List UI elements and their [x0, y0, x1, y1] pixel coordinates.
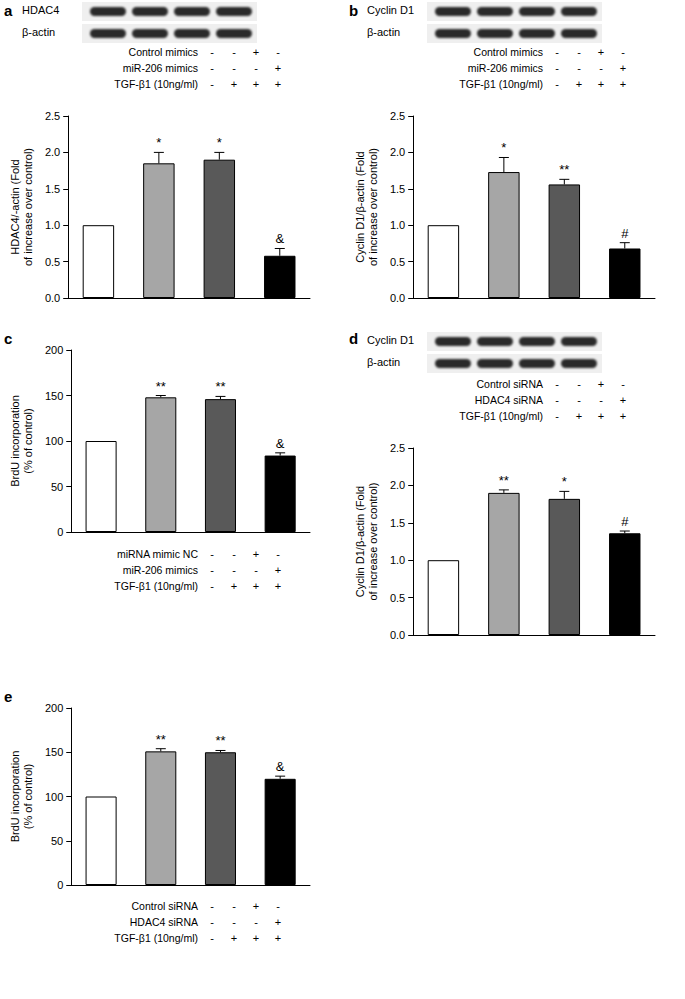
svg-text:50: 50 — [51, 481, 63, 493]
svg-text:2.0: 2.0 — [45, 146, 60, 158]
svg-text:0: 0 — [57, 526, 63, 538]
html-text:TGF-β1 (10ng/ml): TGF-β1 (10ng/ml) — [114, 580, 198, 592]
svg-text:BrdU incorporation: BrdU incorporation — [9, 751, 21, 843]
svg-text:1.0: 1.0 — [390, 219, 405, 231]
svg-text:1.5: 1.5 — [390, 517, 405, 529]
svg-text:&: & — [275, 231, 284, 246]
html-text:miRNA mimic NC: miRNA mimic NC — [116, 548, 198, 560]
html-text:Control siRNA: Control siRNA — [131, 900, 198, 912]
html-text:a: a — [4, 2, 13, 19]
svg-text:50: 50 — [51, 835, 63, 847]
svg-text:2.5: 2.5 — [390, 110, 405, 122]
html-text:β-actin: β-actin — [367, 26, 401, 38]
html-text:Cyclin D1: Cyclin D1 — [367, 334, 415, 346]
svg-text:(% of control): (% of control) — [22, 408, 34, 473]
html-text:HDAC4 siRNA: HDAC4 siRNA — [474, 394, 543, 406]
svg-text:2.0: 2.0 — [390, 146, 405, 158]
svg-text:*: * — [501, 140, 506, 155]
html-text:c: c — [4, 330, 13, 347]
html-text:β-actin: β-actin — [22, 26, 56, 38]
svg-text:0.0: 0.0 — [45, 292, 60, 304]
svg-text:HDAC4/-actin (Fold: HDAC4/-actin (Fold — [9, 159, 21, 254]
html-text:miR-206 mimics: miR-206 mimics — [122, 564, 198, 576]
svg-text:2.5: 2.5 — [390, 442, 405, 454]
html-text:Cyclin D1: Cyclin D1 — [367, 4, 415, 16]
svg-text:200: 200 — [45, 702, 63, 714]
svg-text:0.5: 0.5 — [390, 592, 405, 604]
html-text:β-actin: β-actin — [367, 356, 401, 368]
svg-text:100: 100 — [45, 435, 63, 447]
svg-text:&: & — [276, 759, 285, 774]
html-text:Control mimics: Control mimics — [128, 46, 198, 58]
svg-text:**: ** — [156, 379, 166, 394]
svg-text:*: * — [562, 474, 567, 489]
svg-text:&: & — [276, 436, 285, 451]
html-text:miR-206 mimics: miR-206 mimics — [122, 62, 198, 74]
svg-text:*: * — [217, 135, 222, 150]
svg-text:100: 100 — [45, 791, 63, 803]
html-text:Control mimics: Control mimics — [473, 46, 543, 58]
html-text:e: e — [4, 688, 13, 705]
html-text:HDAC4 siRNA: HDAC4 siRNA — [129, 916, 198, 928]
svg-text:**: ** — [215, 379, 225, 394]
svg-text:Cyclin D1/β-actin (Fold: Cyclin D1/β-actin (Fold — [354, 151, 366, 262]
html-text:miR-206 mimics: miR-206 mimics — [467, 62, 543, 74]
svg-text:1.0: 1.0 — [390, 554, 405, 566]
html-text:d: d — [349, 330, 359, 347]
svg-text:*: * — [156, 135, 161, 150]
html-text:TGF-β1 (10ng/ml): TGF-β1 (10ng/ml) — [114, 932, 198, 944]
html-text:TGF-β1 (10ng/ml): TGF-β1 (10ng/ml) — [114, 78, 198, 90]
svg-text:1.5: 1.5 — [45, 183, 60, 195]
svg-text:BrdU incorporation: BrdU incorporation — [9, 395, 21, 487]
svg-text:1.0: 1.0 — [45, 219, 60, 231]
svg-text:2.5: 2.5 — [45, 110, 60, 122]
svg-text:**: ** — [559, 162, 569, 177]
html-text:TGF-β1 (10ng/ml): TGF-β1 (10ng/ml) — [459, 410, 543, 422]
svg-text:of increase over control): of increase over control) — [367, 148, 379, 266]
svg-text:0: 0 — [57, 879, 63, 891]
svg-text:0.0: 0.0 — [390, 629, 405, 641]
svg-text:0.5: 0.5 — [390, 256, 405, 268]
svg-text:#: # — [621, 226, 629, 241]
svg-text:0.5: 0.5 — [45, 256, 60, 268]
svg-text:150: 150 — [45, 746, 63, 758]
svg-text:150: 150 — [45, 390, 63, 402]
svg-text:**: ** — [156, 732, 166, 747]
html-text:TGF-β1 (10ng/ml): TGF-β1 (10ng/ml) — [459, 78, 543, 90]
html-text:b: b — [349, 2, 359, 19]
svg-text:(% of control): (% of control) — [22, 764, 34, 829]
svg-text:#: # — [621, 514, 629, 529]
svg-text:200: 200 — [45, 344, 63, 356]
svg-text:**: ** — [215, 733, 225, 748]
html-text:Control siRNA: Control siRNA — [476, 378, 543, 390]
svg-text:0.0: 0.0 — [390, 292, 405, 304]
svg-text:Cyclin D1/β-actin (Fold: Cyclin D1/β-actin (Fold — [354, 486, 366, 597]
svg-text:**: ** — [499, 473, 509, 488]
svg-text:1.5: 1.5 — [390, 183, 405, 195]
svg-text:of increase over control): of increase over control) — [22, 148, 34, 266]
svg-text:of increase over control): of increase over control) — [367, 483, 379, 601]
html-text:HDAC4: HDAC4 — [22, 4, 60, 16]
svg-text:2.0: 2.0 — [390, 479, 405, 491]
